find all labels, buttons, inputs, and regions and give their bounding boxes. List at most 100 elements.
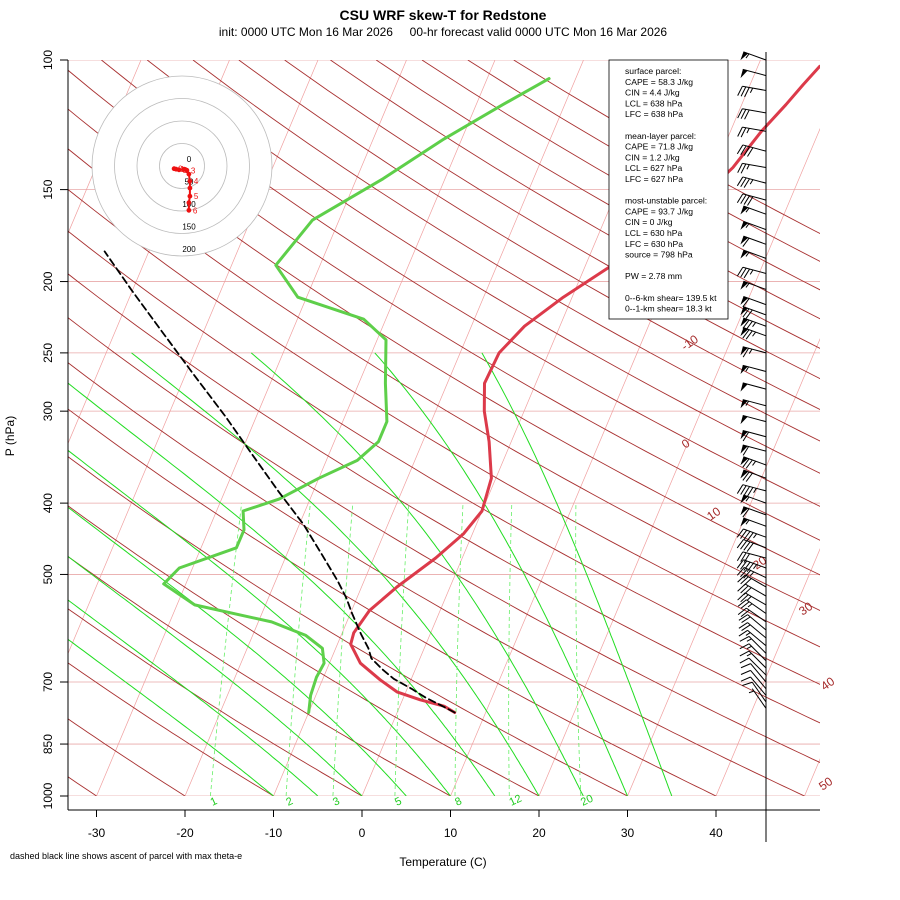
wind-barb-flag bbox=[740, 399, 748, 409]
wind-barb-flag bbox=[740, 456, 749, 466]
wind-barb-feather bbox=[740, 560, 748, 570]
y-axis-label: P (hPa) bbox=[3, 416, 17, 456]
wind-barb-feather bbox=[737, 583, 746, 592]
wind-barb bbox=[740, 346, 767, 358]
wind-barb-feather bbox=[743, 531, 751, 541]
wind-barb-half-feather bbox=[745, 632, 751, 636]
wind-barb-half-feather bbox=[745, 251, 750, 257]
dry-adiabat bbox=[238, 60, 820, 410]
wind-barb bbox=[737, 599, 767, 614]
wind-barb bbox=[737, 583, 767, 597]
wind-barb-feather bbox=[737, 163, 743, 173]
wind-barb-feather bbox=[746, 542, 754, 552]
pressure-tick-label: 250 bbox=[41, 343, 55, 363]
wind-barb-flag bbox=[740, 506, 749, 516]
isotherm-line bbox=[273, 60, 584, 796]
wind-barb-feather bbox=[740, 109, 747, 119]
moist-adiabat bbox=[374, 352, 628, 796]
wind-barb bbox=[736, 539, 767, 552]
wind-barb-staff bbox=[747, 629, 767, 647]
pressure-tick-label: 150 bbox=[41, 179, 55, 199]
dry-adiabat bbox=[68, 69, 820, 541]
wind-barb-feather bbox=[739, 643, 750, 650]
wind-barb-feather bbox=[746, 532, 754, 542]
wind-barb-feather bbox=[741, 624, 751, 631]
wind-barb-feather bbox=[742, 298, 750, 308]
info-box-line: CAPE = 71.8 J/kg bbox=[625, 142, 693, 152]
wind-barb-half-feather bbox=[746, 128, 750, 134]
wind-barb-staff bbox=[750, 676, 767, 696]
wind-barb bbox=[739, 635, 767, 654]
wind-barb-staff bbox=[743, 528, 767, 538]
wind-barb-staff bbox=[744, 583, 767, 597]
dry-adiabat bbox=[68, 317, 820, 763]
wind-barb bbox=[739, 650, 767, 669]
temperature-tick-label: 20 bbox=[532, 826, 546, 840]
isotherm-label: 0 bbox=[679, 436, 693, 451]
hodograph-point bbox=[187, 185, 193, 191]
isotherm-label: 50 bbox=[816, 774, 835, 793]
wind-barb-half-feather bbox=[745, 496, 750, 502]
wind-barb-feather bbox=[740, 540, 748, 550]
wind-barb bbox=[740, 517, 767, 527]
wind-barb-flag bbox=[740, 346, 748, 356]
hodograph-point bbox=[186, 207, 192, 213]
wind-barb-feather bbox=[740, 609, 750, 617]
wind-barb bbox=[736, 528, 767, 542]
mixing-ratio-label: 12 bbox=[507, 793, 523, 809]
wind-barb bbox=[739, 657, 767, 676]
isotherm-line bbox=[804, 758, 820, 796]
wind-barb bbox=[740, 430, 767, 442]
dry-adiabat bbox=[68, 456, 628, 796]
wind-barb-staff bbox=[743, 559, 767, 569]
wind-barb-feather bbox=[744, 109, 750, 120]
wind-barb bbox=[740, 663, 767, 683]
wind-barb-feather bbox=[737, 126, 743, 137]
wind-barb-half-feather bbox=[752, 331, 757, 337]
wind-barb-staff bbox=[742, 444, 767, 452]
wind-barb-half-feather bbox=[748, 690, 755, 694]
wind-barb-staff bbox=[743, 249, 767, 259]
wind-barb bbox=[736, 551, 767, 563]
wind-barb-feather bbox=[742, 237, 750, 247]
wind-barb-feather bbox=[736, 567, 745, 576]
moist-adiabat bbox=[68, 599, 319, 796]
hodograph: 0501001502000123456 bbox=[91, 75, 273, 257]
hodograph-ring bbox=[136, 120, 228, 212]
wind-barb bbox=[737, 108, 767, 120]
wind-barb-feather bbox=[740, 529, 748, 539]
wind-barb-half-feather bbox=[745, 400, 750, 406]
mixing-ratio-line bbox=[508, 503, 513, 796]
wind-barb-feather bbox=[742, 508, 750, 518]
wind-barb-feather bbox=[740, 145, 747, 155]
wind-barb bbox=[740, 235, 767, 247]
wind-barb-feather bbox=[740, 594, 749, 603]
wind-barb-feather bbox=[741, 616, 751, 624]
wind-barb-feather bbox=[736, 144, 744, 155]
dry-adiabat bbox=[68, 555, 451, 796]
dry-adiabat bbox=[68, 662, 274, 796]
mixing-ratio-labels: 1 2 3 5 8 12 20 bbox=[209, 793, 596, 809]
wind-barb-feather bbox=[737, 607, 747, 615]
mixing-ratio-line bbox=[454, 503, 464, 796]
wind-barb-flag bbox=[740, 430, 748, 440]
wind-barb-staff bbox=[742, 176, 767, 184]
mixing-ratio-label: 1 bbox=[209, 795, 220, 808]
dry-adiabat bbox=[101, 60, 820, 507]
wind-barb-feather bbox=[736, 266, 744, 277]
hodograph-point bbox=[176, 167, 182, 173]
wind-barb bbox=[738, 622, 767, 639]
wind-barb-half-feather bbox=[748, 348, 753, 354]
isotherm-line bbox=[893, 60, 900, 796]
hodograph-point bbox=[187, 178, 193, 184]
temperature-tick-label: -30 bbox=[88, 826, 106, 840]
wind-barb-flag bbox=[740, 281, 749, 290]
wind-barb bbox=[736, 567, 767, 579]
hodograph-point bbox=[187, 193, 193, 199]
wind-barb bbox=[740, 382, 767, 392]
chart-subtitle: init: 0000 UTC Mon 16 Mar 2026 00-hr for… bbox=[219, 25, 668, 39]
wind-barb-staff bbox=[742, 364, 767, 372]
temperature-tick-label: -20 bbox=[176, 826, 194, 840]
